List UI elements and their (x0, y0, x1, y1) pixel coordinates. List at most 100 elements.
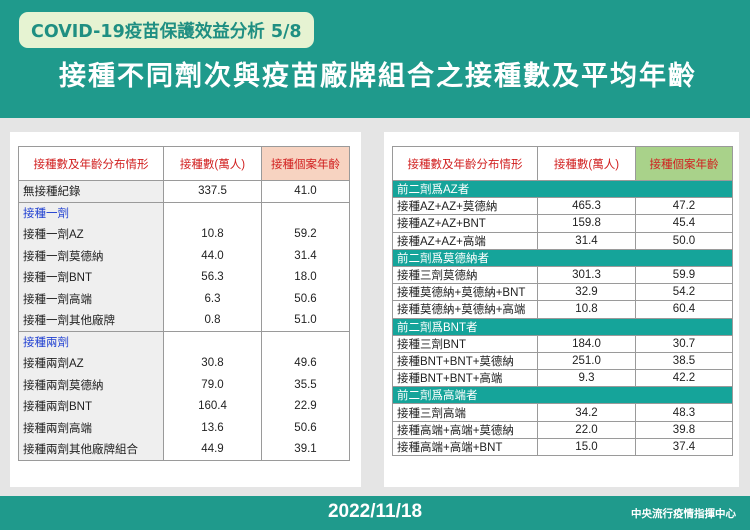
row-count: 160.4 (163, 395, 262, 417)
table-row: 接種AZ+AZ+高端 31.4 50.0 (392, 231, 733, 250)
row-label: 接種BNT+BNT+高端 (392, 369, 538, 388)
row-label: 接種BNT+BNT+莫德納 (392, 351, 538, 371)
table-row: 接種一劑BNT 56.3 18.0 (18, 266, 350, 288)
row-count: 0.8 (163, 309, 262, 332)
row-count: 15.0 (537, 437, 636, 457)
table-row: 接種三劑莫德納 301.3 59.9 (392, 265, 733, 285)
row-age: 50.6 (261, 288, 350, 310)
section-title: 接種一劑 (18, 201, 164, 224)
row-age: 50.6 (261, 417, 350, 439)
row-count: 44.9 (163, 438, 262, 461)
footer-date: 2022/11/18 (327, 501, 423, 522)
row-count: 34.2 (537, 403, 636, 422)
row-count: 56.3 (163, 266, 262, 288)
row-count: 337.5 (163, 180, 262, 203)
table-row: 接種一劑高端 6.3 50.6 (18, 288, 350, 310)
row-age: 49.6 (261, 352, 350, 374)
row-count: 184.0 (537, 334, 636, 353)
row-count: 10.8 (163, 223, 262, 245)
row-label: 接種莫德納+莫德納+BNT (392, 283, 538, 302)
row-age: 48.3 (635, 403, 733, 422)
row-label: 接種兩劑AZ (18, 352, 164, 374)
row-age: 18.0 (261, 266, 350, 288)
table-row: 接種兩劑高端 13.6 50.6 (18, 417, 350, 439)
page-title: 接種不同劑次與疫苗廠牌組合之接種數及平均年齡 (59, 61, 697, 92)
empty-cell (261, 201, 350, 224)
row-label: 接種莫德納+莫德納+高端 (392, 300, 538, 319)
row-label: 接種一劑高端 (18, 288, 164, 310)
row-count: 30.8 (163, 352, 262, 374)
row-count: 6.3 (163, 288, 262, 310)
footer-org: 中央流行疫情指揮中心 (631, 508, 736, 520)
table-row: 接種AZ+AZ+莫德納 465.3 47.2 (392, 197, 733, 216)
row-age: 39.8 (635, 420, 733, 439)
group-title-row: 前二劑爲BNT者 (392, 317, 733, 336)
row-label: 接種三劑高端 (392, 403, 538, 422)
row-label: 接種AZ+AZ+高端 (392, 231, 538, 250)
table-row: 接種BNT+BNT+莫德納 251.0 38.5 (392, 351, 733, 371)
right-header-category: 接種數及年齡分布情形 (392, 146, 538, 181)
table-row: 接種兩劑BNT 160.4 22.9 (18, 395, 350, 417)
row-age: 35.5 (261, 374, 350, 396)
empty-cell (163, 330, 262, 353)
table-row: 接種高端+高端+BNT 15.0 37.4 (392, 437, 733, 457)
right-card: 接種數及年齡分布情形 接種數(萬人) 接種個案年齡 前二劑爲AZ者 接種AZ+AZ… (384, 132, 739, 487)
row-count: 159.8 (537, 214, 636, 233)
row-age: 22.9 (261, 395, 350, 417)
row-age: 51.0 (261, 309, 350, 332)
group-title: 前二劑爲AZ者 (392, 179, 733, 199)
row-label: 接種高端+高端+BNT (392, 437, 538, 457)
row-age: 45.4 (635, 214, 733, 233)
row-age: 30.7 (635, 334, 733, 353)
table-row: 接種兩劑莫德納 79.0 35.5 (18, 374, 350, 396)
row-age: 42.2 (635, 369, 733, 388)
right-header-count: 接種數(萬人) (537, 146, 636, 181)
group-title: 前二劑爲莫德納者 (392, 248, 733, 267)
row-label: 接種AZ+AZ+莫德納 (392, 197, 538, 216)
row-age: 41.0 (261, 180, 350, 203)
row-age: 54.2 (635, 283, 733, 302)
table-row: 接種AZ+AZ+BNT 159.8 45.4 (392, 214, 733, 233)
row-count: 22.0 (537, 420, 636, 439)
section-title: 接種兩劑 (18, 330, 164, 353)
content-area: 接種數及年齡分布情形 接種數(萬人) 接種個案年齡 無接種紀錄 337.5 41… (0, 118, 750, 496)
left-header-category: 接種數及年齡分布情形 (18, 146, 164, 181)
table-row: 接種兩劑其他廠牌組合 44.9 39.1 (18, 438, 350, 461)
section-two-dose: 接種兩劑 接種兩劑AZ 30.8 49.6 接種兩劑莫德納 79.0 35.5 接種兩劑BN… (18, 330, 350, 461)
table-row: 接種三劑高端 34.2 48.3 (392, 403, 733, 422)
row-age: 38.5 (635, 351, 733, 371)
left-header-count: 接種數(萬人) (163, 146, 262, 181)
right-header-age: 接種個案年齡 (635, 146, 733, 181)
row-label: 接種三劑BNT (392, 334, 538, 353)
left-table: 接種數及年齡分布情形 接種數(萬人) 接種個案年齡 無接種紀錄 337.5 41… (18, 146, 350, 461)
group-title-row: 前二劑爲莫德納者 (392, 248, 733, 267)
row-label: 接種兩劑其他廠牌組合 (18, 438, 164, 461)
row-count: 32.9 (537, 283, 636, 302)
footer-bar: 2022/11/18 中央流行疫情指揮中心 (0, 496, 750, 530)
table-row: 接種兩劑AZ 30.8 49.6 (18, 352, 350, 374)
table-row: 接種一劑AZ 10.8 59.2 (18, 223, 350, 245)
row-label: 接種高端+高端+莫德納 (392, 420, 538, 439)
row-age: 47.2 (635, 197, 733, 216)
row-count: 9.3 (537, 369, 636, 388)
row-label: 接種一劑莫德納 (18, 245, 164, 267)
row-label: 接種一劑AZ (18, 223, 164, 245)
group-title: 前二劑爲高端者 (392, 386, 733, 405)
row-count: 301.3 (537, 265, 636, 285)
left-card: 接種數及年齡分布情形 接種數(萬人) 接種個案年齡 無接種紀錄 337.5 41… (10, 132, 361, 487)
row-label: 接種AZ+AZ+BNT (392, 214, 538, 233)
group-title: 前二劑爲BNT者 (392, 317, 733, 336)
row-count: 251.0 (537, 351, 636, 371)
row-age: 59.9 (635, 265, 733, 285)
table-row: 接種高端+高端+莫德納 22.0 39.8 (392, 420, 733, 439)
row-count: 10.8 (537, 300, 636, 319)
group-title-row: 前二劑爲AZ者 (392, 179, 733, 199)
row-label: 接種兩劑BNT (18, 395, 164, 417)
row-age: 60.4 (635, 300, 733, 319)
subtitle-text: COVID-19疫苗保護效益分析 5/8 (31, 21, 302, 42)
row-age: 39.1 (261, 438, 350, 461)
row-label: 接種一劑BNT (18, 266, 164, 288)
left-table-header-row: 接種數及年齡分布情形 接種數(萬人) 接種個案年齡 (18, 146, 350, 181)
table-row: 接種三劑BNT 184.0 30.7 (392, 334, 733, 353)
table-row: 接種一劑莫德納 44.0 31.4 (18, 245, 350, 267)
